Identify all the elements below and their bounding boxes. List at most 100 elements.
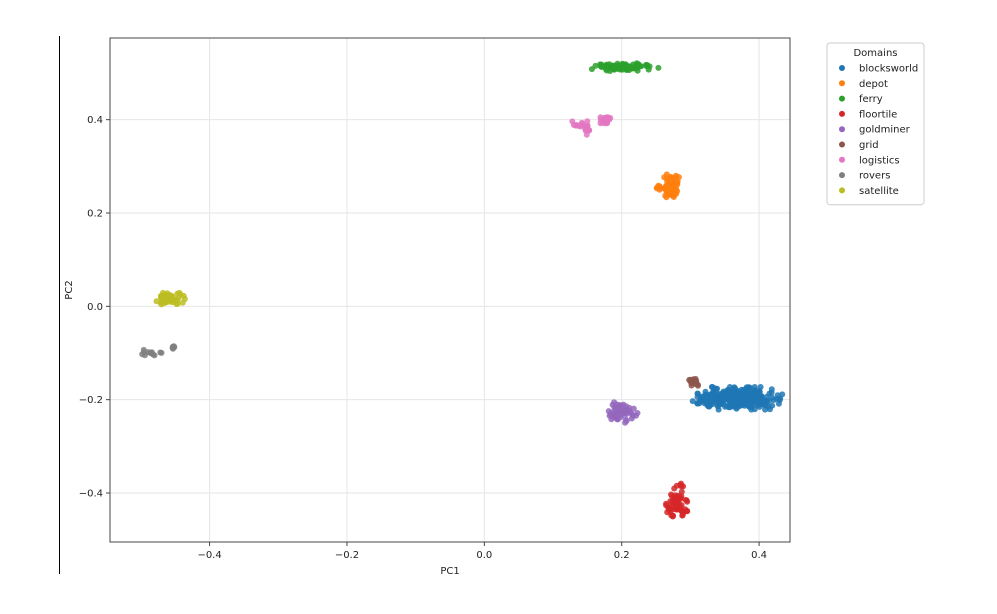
legend-label: blocksworld: [859, 64, 918, 75]
point-blocksworld: [766, 397, 773, 404]
point-depot: [663, 171, 670, 178]
series-ferry: [588, 60, 662, 74]
point-satellite: [173, 301, 180, 307]
point-blocksworld: [731, 384, 738, 391]
point-blocksworld: [744, 391, 751, 398]
legend-marker: [839, 95, 845, 102]
point-floortile: [673, 500, 680, 507]
point-grid: [695, 382, 701, 389]
x-tick-label: −0.4: [197, 550, 221, 561]
point-goldminer: [629, 412, 636, 419]
legend-marker: [839, 187, 845, 194]
point-goldminer: [634, 410, 641, 416]
point-blocksworld: [736, 403, 743, 410]
point-floortile: [677, 494, 684, 501]
point-satellite: [181, 296, 188, 302]
series-depot: [653, 171, 682, 201]
point-blocksworld: [708, 384, 715, 390]
point-blocksworld: [694, 400, 701, 407]
legend-label: ferry: [859, 94, 883, 105]
legend-item-floortile: floortile: [839, 109, 897, 120]
point-ferry: [643, 61, 650, 68]
point-floortile: [672, 505, 679, 512]
point-blocksworld: [768, 386, 775, 393]
legend-label: logistics: [859, 155, 900, 166]
point-logistics: [603, 118, 610, 125]
point-floortile: [663, 500, 670, 507]
point-grid: [687, 376, 694, 383]
point-goldminer: [625, 407, 631, 414]
legend-marker: [839, 80, 845, 87]
y-tick-label: 0.2: [87, 209, 103, 220]
point-depot: [666, 185, 673, 192]
legend-label: rovers: [859, 171, 890, 182]
series-floortile: [663, 480, 691, 520]
point-ferry: [616, 62, 623, 69]
point-floortile: [684, 507, 690, 514]
y-tick-label: −0.4: [79, 489, 103, 500]
series-satellite: [153, 289, 188, 308]
point-rovers: [158, 349, 165, 356]
legend-box: [826, 42, 925, 206]
point-blocksworld: [689, 398, 696, 405]
legend-marker: [839, 65, 845, 71]
point-goldminer: [614, 405, 621, 412]
point-depot: [673, 190, 680, 197]
legend-marker: [839, 110, 845, 117]
legend-label: floortile: [859, 109, 897, 120]
legend-item-ferry: ferry: [839, 94, 883, 105]
legend-label: goldminer: [859, 125, 911, 136]
legend-item-logistics: logistics: [839, 155, 900, 166]
point-satellite: [159, 300, 166, 307]
legend-marker: [839, 126, 845, 133]
point-logistics: [570, 122, 577, 128]
point-ferry: [645, 66, 652, 73]
point-floortile: [668, 491, 674, 498]
grid-lines: [110, 38, 790, 542]
point-floortile: [670, 512, 676, 519]
x-axis-label: PC1: [440, 566, 459, 577]
point-ferry: [608, 63, 615, 70]
point-ferry: [655, 64, 662, 71]
legend-label: grid: [859, 140, 879, 151]
point-goldminer: [609, 401, 616, 408]
point-blocksworld: [722, 403, 729, 410]
point-rovers: [148, 349, 155, 356]
point-ferry: [634, 64, 641, 71]
x-axis-ticks: −0.4 −0.2 0.0 0.2 0.4: [197, 542, 767, 561]
point-blocksworld: [770, 397, 777, 403]
point-blocksworld: [713, 396, 720, 403]
series-goldminer: [605, 399, 641, 426]
point-goldminer: [605, 408, 612, 415]
point-goldminer: [622, 416, 629, 423]
legend-marker: [839, 172, 845, 179]
series-blocksworld: [689, 384, 786, 413]
y-tick-label: 0.4: [87, 115, 103, 126]
legend-item-satellite: satellite: [839, 186, 899, 197]
point-blocksworld: [734, 389, 741, 396]
point-logistics: [584, 118, 591, 125]
scatter-points: [139, 60, 786, 520]
y-tick-label: −0.2: [79, 395, 103, 406]
point-blocksworld: [769, 402, 776, 409]
legend-item-goldminer: goldminer: [839, 125, 911, 136]
point-goldminer: [630, 405, 637, 412]
legend-label: satellite: [859, 186, 899, 197]
point-floortile: [684, 498, 691, 505]
point-blocksworld: [738, 395, 745, 402]
point-depot: [673, 174, 680, 180]
point-depot: [674, 180, 681, 187]
point-blocksworld: [774, 392, 781, 399]
point-blocksworld: [709, 392, 716, 399]
point-logistics: [582, 126, 589, 133]
point-satellite: [167, 295, 174, 302]
series-rovers: [139, 343, 178, 359]
point-ferry: [588, 66, 595, 73]
page-left-rule: [59, 36, 60, 574]
legend-label: depot: [859, 79, 888, 90]
point-satellite: [176, 289, 183, 296]
plot-frame: [109, 37, 791, 543]
point-blocksworld: [749, 396, 756, 403]
legend-item-depot: depot: [839, 79, 888, 90]
